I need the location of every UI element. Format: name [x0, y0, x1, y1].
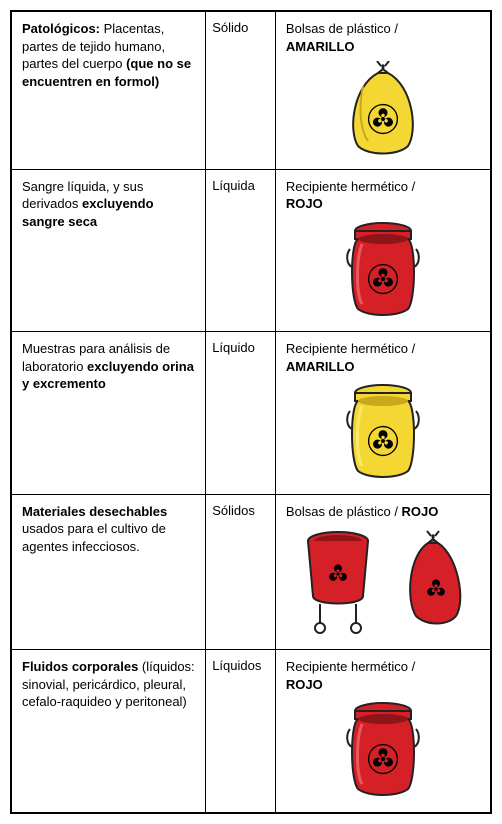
table-row: Sangre líquida, y sus derivados excluyen… [12, 170, 490, 333]
container-color: ROJO [402, 504, 439, 519]
state-text: Líquido [212, 340, 255, 355]
state-text: Líquida [212, 178, 255, 193]
description-cell: Sangre líquida, y sus derivados excluyen… [12, 170, 206, 332]
description-cell: Muestras para análisis de laboratorio ex… [12, 332, 206, 494]
description-cell: Materiales desechables usados para el cu… [12, 495, 206, 649]
state-cell: Líquidos [206, 650, 276, 812]
waste-classification-table: Patológicos: Placentas, partes de tejido… [10, 10, 492, 814]
desc-bold: Fluidos corporales [22, 659, 138, 674]
state-text: Sólidos [212, 503, 255, 518]
container-color: AMARILLO [286, 39, 355, 54]
container-pre: Recipiente hermético / [286, 659, 415, 674]
desc-bold: Patológicos: [22, 21, 100, 36]
state-text: Líquidos [212, 658, 261, 673]
container-cell: Bolsas de plástico / ROJO [276, 495, 490, 649]
container-cell: Bolsas de plástico / AMARILLO [276, 12, 490, 169]
jar-red-icon [286, 219, 480, 324]
table-row: Fluidos corporales (líquidos: sinovial, … [12, 650, 490, 812]
container-cell: Recipiente hermético / ROJO [276, 650, 490, 812]
container-color: ROJO [286, 196, 323, 211]
state-cell: Sólidos [206, 495, 276, 649]
table-row: Muestras para análisis de laboratorio ex… [12, 332, 490, 495]
container-pre: Bolsas de plástico / [286, 504, 402, 519]
description-cell: Fluidos corporales (líquidos: sinovial, … [12, 650, 206, 812]
desc-text: usados para el cultivo de agentes infecc… [22, 521, 166, 554]
container-pre: Recipiente hermético / [286, 341, 415, 356]
jar-red-icon [286, 699, 480, 804]
bin-bag-red-icon [286, 526, 480, 641]
container-pre: Bolsas de plástico / [286, 21, 398, 36]
description-cell: Patológicos: Placentas, partes de tejido… [12, 12, 206, 169]
state-cell: Líquido [206, 332, 276, 494]
container-cell: Recipiente hermético / AMARILLO [276, 332, 490, 494]
container-color: AMARILLO [286, 359, 355, 374]
desc-bold: Materiales desechables [22, 504, 167, 519]
state-cell: Líquida [206, 170, 276, 332]
state-text: Sólido [212, 20, 248, 35]
bag-yellow-icon [286, 61, 480, 161]
container-cell: Recipiente hermético / ROJO [276, 170, 490, 332]
jar-yellow-icon [286, 381, 480, 486]
state-cell: Sólido [206, 12, 276, 169]
table-row: Patológicos: Placentas, partes de tejido… [12, 12, 490, 170]
container-color: ROJO [286, 677, 323, 692]
container-pre: Recipiente hermético / [286, 179, 415, 194]
table-row: Materiales desechables usados para el cu… [12, 495, 490, 650]
